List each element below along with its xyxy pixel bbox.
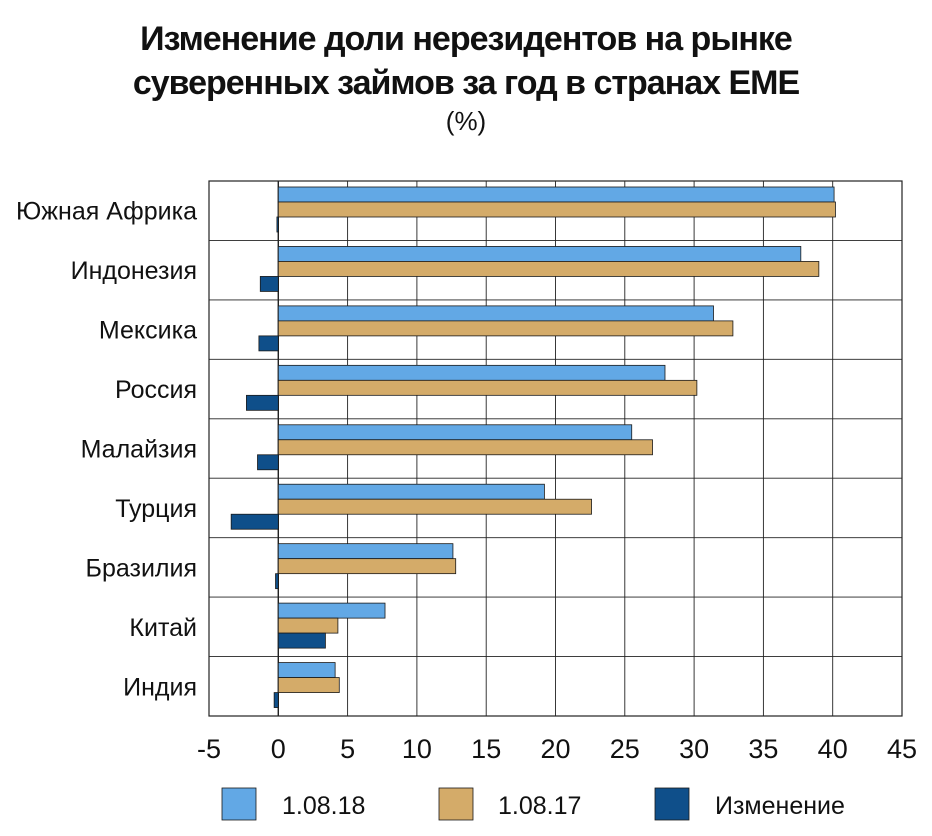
x-tick-label: 40 [818, 734, 848, 764]
x-tick-label: -5 [197, 734, 221, 764]
x-tick-label: 0 [271, 734, 286, 764]
bar-1-08-17 [277, 261, 820, 277]
chart-title-line-1: Изменение доли нерезидентов на рынке [140, 20, 793, 58]
x-tick-label: 15 [471, 734, 501, 764]
category-label: Мексика [99, 317, 197, 345]
category-label: Россия [115, 376, 197, 404]
bar-change [259, 276, 279, 292]
x-tick-label: 10 [402, 734, 432, 764]
bar-1-08-17 [277, 379, 698, 396]
chart-subtitle: (%) [445, 106, 487, 136]
legend-label: 1.08.18 [282, 792, 365, 820]
bar-change [275, 573, 279, 590]
bar-change [277, 632, 326, 649]
bar-change [273, 692, 279, 708]
bar-1-08-17 [277, 558, 457, 575]
bar-1-08-18 [277, 602, 386, 619]
bar-change [257, 454, 279, 471]
bar-1-08-17 [277, 498, 592, 515]
legend-swatch [438, 787, 474, 821]
category-label: Индонезия [71, 257, 197, 285]
legend: 1.08.18 1.08.17 Изменение [221, 787, 845, 821]
legend-swatch [221, 787, 257, 821]
bar-1-08-17 [277, 439, 653, 456]
bar-change [276, 216, 279, 233]
category-label: Индия [123, 673, 197, 701]
x-tick-label: 20 [540, 734, 570, 764]
category-label: Южная Африка [16, 198, 197, 226]
bar-1-08-18 [277, 186, 835, 203]
bar-1-08-18 [277, 424, 633, 441]
bar-1-08-17 [277, 320, 734, 337]
category-label: Китай [129, 614, 197, 642]
bar-1-08-18 [277, 364, 666, 381]
bar-change [246, 394, 279, 411]
bar-change [258, 335, 279, 352]
bar-1-08-18 [277, 246, 802, 262]
category-label: Бразилия [86, 554, 197, 582]
bar-1-08-18 [277, 543, 454, 560]
x-tick-label: 5 [340, 734, 355, 764]
legend-swatch [654, 787, 690, 821]
bar-1-08-18 [277, 483, 545, 500]
bar-1-08-17 [277, 201, 836, 218]
category-label: Малайзия [81, 436, 197, 464]
legend-label: 1.08.17 [498, 792, 581, 820]
bar-layer [230, 186, 836, 708]
bar-1-08-17 [277, 617, 339, 634]
bar-change [230, 513, 279, 530]
category-label: Турция [115, 495, 197, 523]
bar-1-08-18 [277, 305, 714, 322]
bar-1-08-18 [277, 662, 336, 678]
x-tick-label: 45 [887, 734, 917, 764]
x-tick-label: 25 [610, 734, 640, 764]
label-layer: -5 0 5 10 15 20 25 30 35 40 45 Южная Африка Индонези… [16, 198, 917, 764]
x-tick-label: 30 [679, 734, 709, 764]
chart-title-line-2: суверенных займов за год в странах EME [132, 64, 800, 102]
bar-1-08-17 [277, 677, 340, 693]
legend-label: Изменение [715, 792, 845, 820]
x-tick-label: 35 [748, 734, 778, 764]
